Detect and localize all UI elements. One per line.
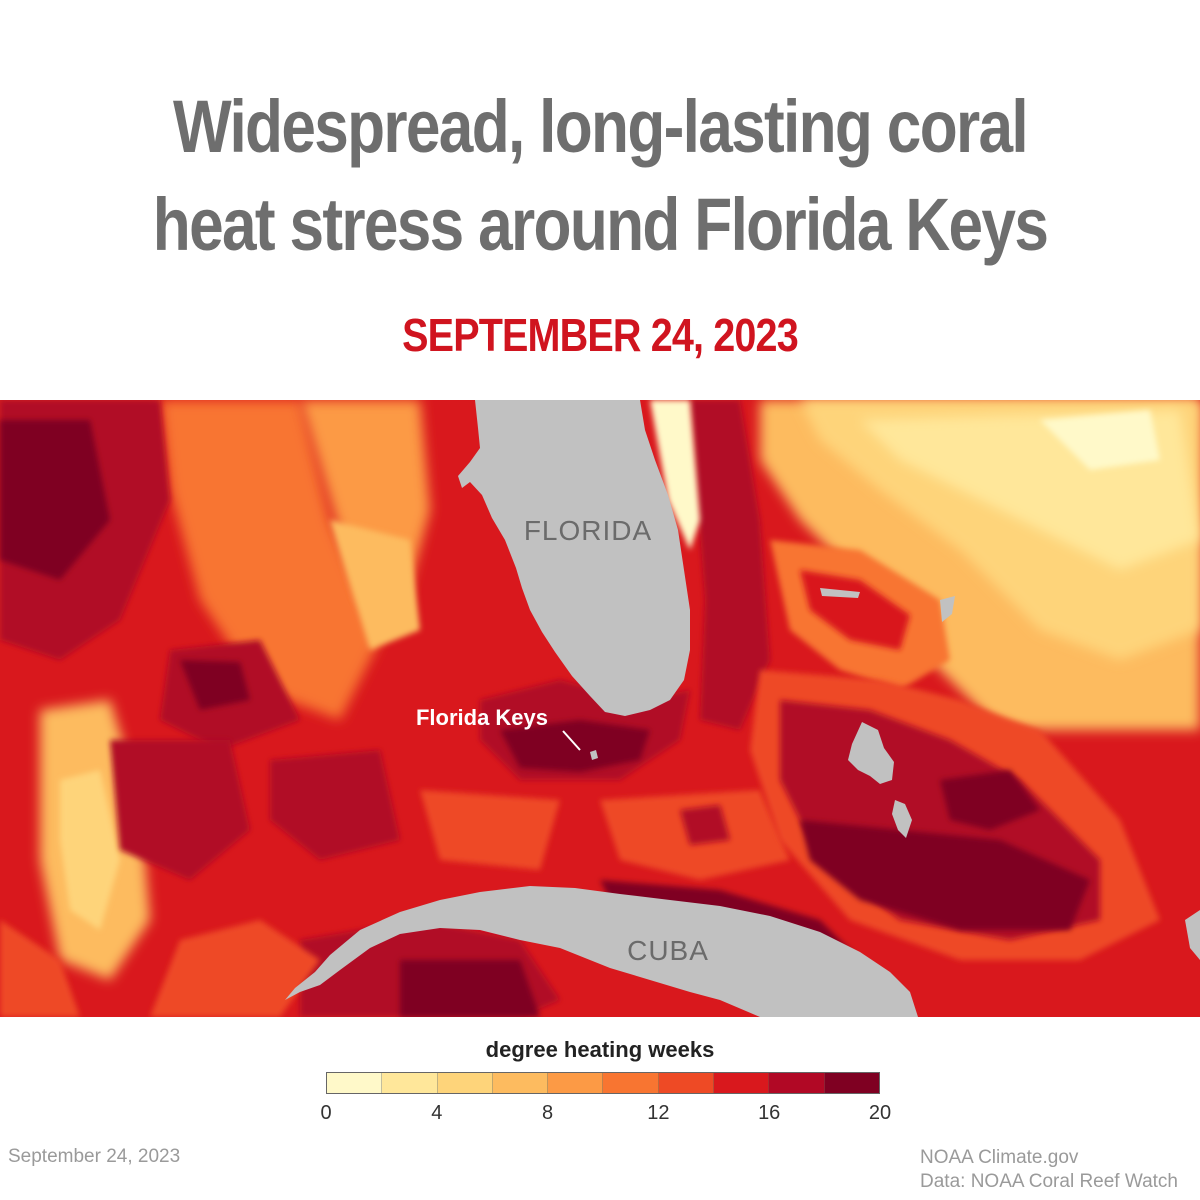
legend-swatch (824, 1073, 879, 1093)
bahamas-darkest (800, 820, 1090, 930)
cuba-south-darkest (400, 960, 540, 1017)
footer-credit: NOAA Climate.gov (920, 1147, 1079, 1168)
legend-swatch (492, 1073, 549, 1093)
west-gulf-darkest (0, 420, 110, 580)
gulf-stream-streak (690, 400, 770, 730)
legend-swatch (769, 1073, 825, 1093)
date-heading: SEPTEMBER 24, 2023 (402, 309, 799, 361)
florida-label: FLORIDA (524, 515, 652, 546)
florida-keys-leader-line (562, 730, 581, 751)
legend-tick-label: 20 (868, 1102, 892, 1124)
corner-orange (0, 920, 80, 1017)
legend-swatch (603, 1073, 659, 1093)
legend-swatch (714, 1073, 770, 1093)
legend-swatch (327, 1073, 383, 1093)
legend-tick-label: 4 (431, 1102, 443, 1124)
keys-darkest (500, 720, 650, 772)
florida-keys-label: Florida Keys (416, 705, 548, 730)
heat-stress-map: FLORIDA CUBA Florida Keys (0, 400, 1200, 1017)
legend-title: degree heating weeks (485, 1037, 715, 1062)
florida-keys-land (590, 750, 598, 760)
southwest-orange (150, 920, 320, 1017)
andros-island (848, 722, 894, 784)
atlantic-zone-palest (1040, 410, 1160, 470)
lower-gulf-dark-1 (110, 740, 250, 880)
coastal-pale-strip (650, 400, 700, 550)
bahamas-dark-patch (940, 770, 1040, 830)
cuba-label: CUBA (627, 935, 709, 966)
lower-gulf-dark-2 (270, 750, 400, 860)
legend-tick-label: 12 (647, 1102, 670, 1124)
footer-source: Data: NOAA Coral Reef Watch (920, 1171, 1179, 1192)
footer-date: September 24, 2023 (8, 1146, 181, 1167)
legend-swatch (437, 1073, 493, 1093)
title-line-2: heat stress around Florida Keys (152, 183, 1049, 266)
central-gulf-darkest (180, 660, 250, 710)
legend-swatch (548, 1073, 604, 1093)
land (285, 400, 1200, 1017)
bahamas-islet-2 (940, 596, 955, 622)
bahamas-islet-3 (820, 588, 860, 598)
legend-color-bar (326, 1072, 880, 1094)
legend-swatch (382, 1073, 438, 1093)
gulf-orange-band (160, 400, 380, 720)
legend-tick-label: 16 (758, 1102, 781, 1124)
cuba-land (285, 886, 918, 1017)
southwest-yellow-patch (60, 770, 120, 930)
legend-tick-label: 8 (542, 1102, 554, 1124)
title-line-1: Widespread, long-lasting coral (173, 85, 1029, 168)
legend-tick-label: 0 (320, 1102, 332, 1124)
bahamas-islet-1 (892, 800, 912, 838)
footer-credits: NOAA Climate.gov Data: NOAA Coral Reef W… (920, 1146, 1178, 1194)
florida-land (458, 400, 690, 716)
gulf-light-patch (330, 520, 420, 650)
straits-dark (680, 805, 730, 845)
bahamas-islet-4 (1185, 910, 1200, 960)
legend-swatch (658, 1073, 715, 1093)
lower-gulf-orange (420, 790, 560, 870)
